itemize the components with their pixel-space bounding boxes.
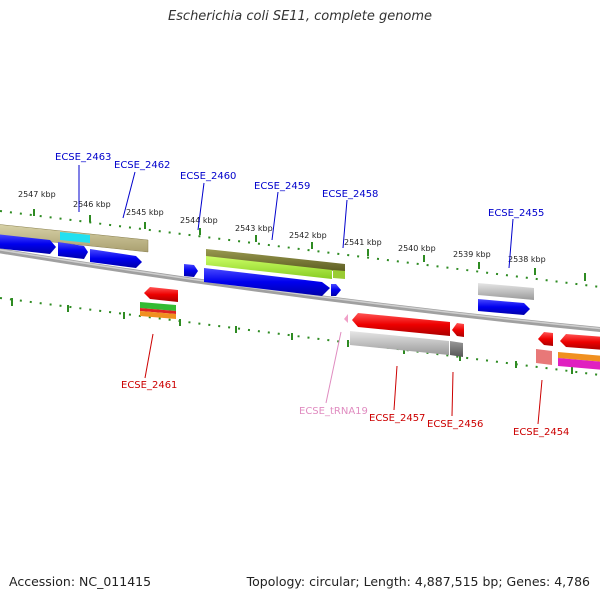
gene-label-ecse-2460: ECSE_2460 (180, 171, 236, 182)
gene-feature-magenta (558, 358, 600, 370)
gene-feature-red (144, 287, 178, 302)
gene-feature-cyan (60, 232, 90, 243)
upper-major-ticks (33, 209, 586, 281)
gene-feature-grey (350, 331, 449, 355)
gene-label-ecse-2458: ECSE_2458 (322, 189, 378, 200)
gene-feature-blue (184, 264, 198, 277)
gene-label-ecse-2455: ECSE_2455 (488, 208, 544, 219)
gene-label-ecse-2459: ECSE_2459 (254, 181, 310, 192)
genome-backbone (0, 248, 600, 333)
lower-major-ticks (11, 298, 573, 374)
kbp-label: 2542 kbp (289, 231, 327, 240)
gene-feature-red (452, 323, 464, 337)
gene-feature-blue (90, 249, 142, 268)
gene-feature-pink (536, 349, 552, 365)
label-leaders (78, 165, 543, 425)
gene-label-ecse-2457: ECSE_2457 (369, 413, 425, 424)
kbp-label: 2541 kbp (344, 238, 382, 247)
kbp-label: 2540 kbp (398, 244, 436, 253)
gene-feature-pink (344, 314, 348, 323)
gene-label-ecse-2456: ECSE_2456 (427, 419, 483, 430)
kbp-label: 2539 kbp (453, 250, 491, 259)
gene-feature-red (140, 308, 176, 314)
upper-scale-ticks (0, 210, 600, 288)
gene-feature-orange (140, 311, 176, 319)
accession-text: Accession: NC_011415 (9, 574, 152, 589)
gene-feature-darkgrey (450, 341, 463, 357)
gene-feature-blue (0, 234, 56, 254)
gene-label-ecse-trna19: ECSE_tRNA19 (299, 406, 368, 417)
gene-feature-blue (204, 268, 330, 296)
kbp-label: 2545 kbp (126, 208, 164, 217)
gene-feature-blue (58, 242, 88, 259)
gene-feature-red (560, 334, 600, 350)
kbp-label: 2538 kbp (508, 255, 546, 264)
gene-label-ecse-2461: ECSE_2461 (121, 380, 177, 391)
gene-feature-lime (206, 256, 332, 279)
gene-label-ecse-2454: ECSE_2454 (513, 427, 569, 438)
gene-feature-red (352, 313, 450, 336)
lower-scale-ticks (0, 297, 600, 376)
gene-labels: ECSE_2463 ECSE_2462 ECSE_2460 ECSE_2459 … (55, 152, 569, 438)
kbp-label: 2543 kbp (235, 224, 273, 233)
kbp-label: 2546 kbp (73, 200, 111, 209)
genome-summary-text: Topology: circular; Length: 4,887,515 bp… (246, 574, 590, 589)
gene-feature-blue (331, 284, 341, 296)
gene-feature-grey (478, 283, 534, 300)
gene-label-ecse-2463: ECSE_2463 (55, 152, 111, 163)
gene-feature-blue (478, 299, 530, 315)
gene-label-ecse-2462: ECSE_2462 (114, 160, 170, 171)
gene-feature-red (538, 332, 553, 346)
kbp-label: 2547 kbp (18, 190, 56, 199)
gene-feature-orange (558, 352, 600, 362)
gene-feature-olive (206, 249, 345, 272)
genome-title: Escherichia coli SE11, complete genome (167, 9, 433, 24)
gene-feature-lime (333, 270, 345, 279)
forward-genes (0, 224, 534, 315)
reverse-genes (140, 287, 600, 370)
